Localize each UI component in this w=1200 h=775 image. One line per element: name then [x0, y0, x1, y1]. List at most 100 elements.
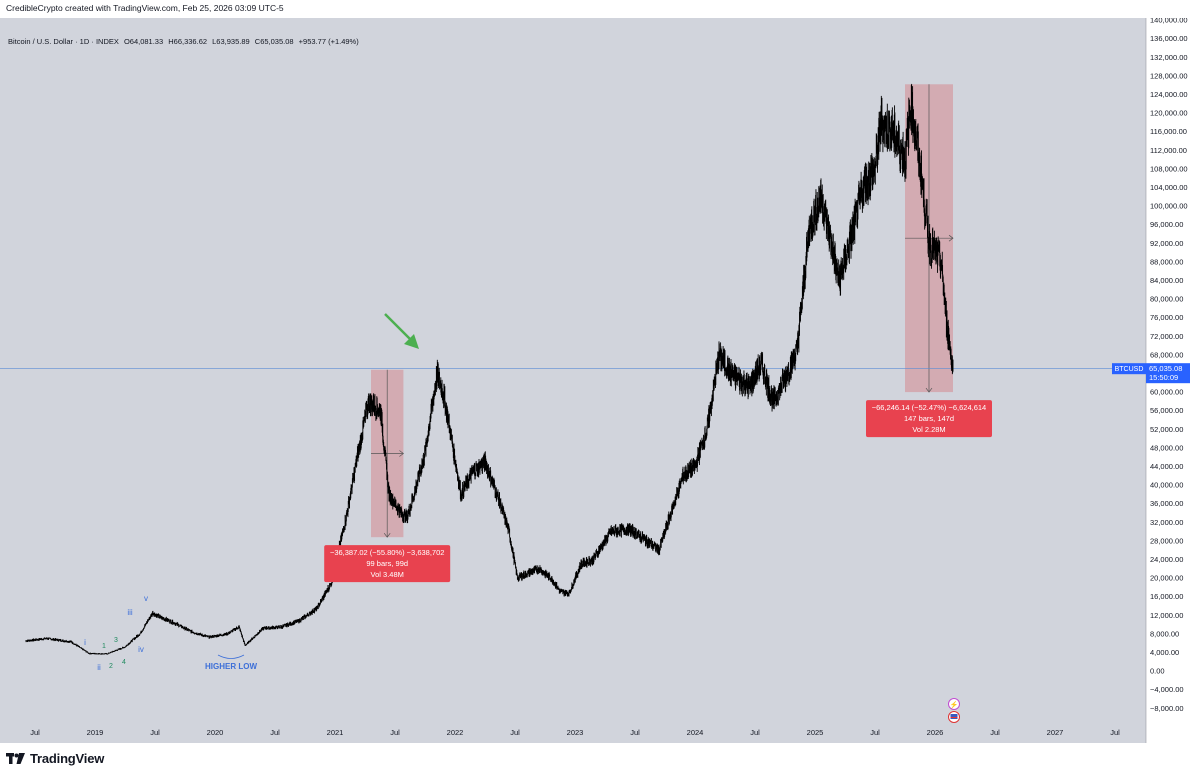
y-tick-label: 128,000.00 — [1150, 71, 1188, 80]
x-tick-label: Jul — [750, 728, 760, 737]
measure-label-line: 147 bars, 147d — [904, 414, 954, 423]
y-tick-label: 0.00 — [1150, 667, 1165, 676]
price-badge-box — [1146, 363, 1190, 384]
measure-label-line: 99 bars, 99d — [366, 559, 408, 568]
measure-right-arrow — [399, 450, 404, 457]
y-tick-label: 16,000.00 — [1150, 592, 1183, 601]
wave-label-blue: iv — [138, 645, 144, 654]
y-tick-label: 84,000.00 — [1150, 276, 1183, 285]
y-tick-label: 28,000.00 — [1150, 536, 1183, 545]
y-tick-label: 136,000.00 — [1150, 34, 1188, 43]
y-tick-label: 92,000.00 — [1150, 239, 1183, 248]
y-tick-label: 36,000.00 — [1150, 499, 1183, 508]
y-tick-label: 88,000.00 — [1150, 257, 1183, 266]
y-tick-label: 116,000.00 — [1150, 127, 1187, 136]
low-value: L63,935.89 — [212, 37, 250, 46]
wave-label-green: 2 — [109, 663, 113, 670]
high-value: H66,336.62 — [168, 37, 208, 46]
higher-low-arc — [217, 654, 245, 659]
measure-down-arrow — [383, 532, 391, 538]
lightning-event-icon[interactable] — [948, 698, 960, 710]
y-tick-label: 108,000.00 — [1150, 164, 1188, 173]
y-tick-label: 104,000.00 — [1150, 183, 1188, 192]
higher-low-label: HIGHER LOW — [205, 662, 257, 671]
symbol-badge-label: BTCUSD — [1115, 366, 1144, 373]
y-tick-label: 8,000.00 — [1150, 629, 1179, 638]
y-tick-label: 124,000.00 — [1150, 90, 1188, 99]
event-icons[interactable]: ⚡ — [948, 698, 960, 723]
y-tick-label: 68,000.00 — [1150, 350, 1183, 359]
measure-labels[interactable]: −36,387.02 (−55.80%) −3,638,702 99 bars, … — [324, 400, 992, 583]
x-tick-label: 2020 — [207, 728, 224, 737]
symbol-badge — [1112, 363, 1146, 375]
x-tick-label: 2024 — [687, 728, 704, 737]
measure-down-arrow — [925, 387, 933, 393]
y-tick-label: 56,000.00 — [1150, 406, 1183, 415]
price-series — [25, 83, 954, 655]
x-tick-label: Jul — [390, 728, 400, 737]
y-tick-label: 24,000.00 — [1150, 555, 1183, 564]
x-tick-label: Jul — [870, 728, 880, 737]
measure-right-arrow — [948, 234, 954, 242]
x-tick-label: 2026 — [927, 728, 944, 737]
x-tick-label: 2022 — [447, 728, 464, 737]
open-value: O64,081.33 — [123, 37, 164, 46]
x-axis-ticks: Jul 2019 Jul 2020 Jul 2021 Jul 2022 Jul 2023 Jul 20… — [30, 728, 1120, 737]
wave-label-blue: iii — [127, 608, 133, 617]
x-tick-label: Jul — [150, 728, 160, 737]
green-arrow-shaft — [384, 313, 414, 343]
ohlc-legend: Bitcoin / U.S. Dollar · 1D · INDEX O64,0… — [8, 37, 362, 46]
wave-label-blue: ii — [97, 663, 101, 672]
y-tick-label: 48,000.00 — [1150, 443, 1183, 452]
measure-label-line: Vol 2.28M — [912, 425, 945, 434]
wave-label-blue: i — [84, 638, 86, 647]
credit-text: CredibleCrypto created with TradingView.… — [6, 3, 284, 13]
y-tick-label: 96,000.00 — [1150, 220, 1183, 229]
symbol-name[interactable]: Bitcoin / U.S. Dollar · 1D · INDEX — [8, 37, 119, 46]
x-tick-label: Jul — [990, 728, 1000, 737]
us-flag-icon — [950, 714, 958, 719]
y-tick-label: 12,000.00 — [1150, 611, 1183, 620]
close-value: C65,035.08 — [254, 37, 294, 46]
y-tick-label: 72,000.00 — [1150, 332, 1183, 341]
green-arrow-head — [404, 334, 419, 349]
x-tick-label: Jul — [510, 728, 520, 737]
price-badge-timer: 15:50:09 — [1149, 373, 1178, 382]
x-tick-label: Jul — [630, 728, 640, 737]
y-tick-label: 140,000.00 — [1150, 18, 1188, 25]
x-tick-label: Jul — [30, 728, 40, 737]
tradingview-logo[interactable]: TradingView — [6, 751, 104, 766]
change-value: +953.77 (+1.49%) — [298, 37, 359, 46]
y-tick-label: 52,000.00 — [1150, 425, 1183, 434]
y-tick-label: 60,000.00 — [1150, 388, 1183, 397]
y-tick-label: −8,000.00 — [1150, 704, 1184, 713]
footer: TradingView — [0, 743, 1200, 775]
wave-label-green: 3 — [114, 637, 118, 644]
wave-label-blue: v — [144, 594, 148, 603]
credit-bar: CredibleCrypto created with TradingView.… — [0, 0, 1200, 18]
x-tick-label: 2021 — [327, 728, 344, 737]
measure-label-box[interactable] — [866, 400, 992, 438]
y-tick-label: 44,000.00 — [1150, 462, 1183, 471]
measure-label-line: −66,246.14 (−52.47%) −6,624,614 — [872, 403, 986, 412]
measure-label-line: −36,387.02 (−55.80%) −3,638,702 — [330, 548, 444, 557]
y-tick-label: 32,000.00 — [1150, 518, 1183, 527]
x-tick-label: Jul — [1110, 728, 1120, 737]
wave-label-green: 4 — [122, 659, 126, 666]
y-tick-label: 76,000.00 — [1150, 313, 1183, 322]
y-tick-label: 112,000.00 — [1150, 146, 1187, 155]
y-tick-label: 20,000.00 — [1150, 574, 1183, 583]
y-tick-label: 4,000.00 — [1150, 648, 1179, 657]
measure-label-box[interactable] — [324, 545, 451, 583]
x-tick-label: Jul — [270, 728, 280, 737]
x-tick-label: 2019 — [87, 728, 104, 737]
green-arrow — [384, 313, 419, 349]
price-chart[interactable]: 140,000.00136,000.00132,000.00128,000.00… — [0, 16, 1200, 743]
y-tick-label: 120,000.00 — [1150, 109, 1188, 118]
chart-area[interactable]: 140,000.00 136,000.00 132,000.00 128,000.00… — [0, 16, 1200, 743]
chart-background — [0, 18, 1146, 743]
brand-name: TradingView — [30, 751, 105, 766]
y-tick-label: 100,000.00 — [1150, 202, 1188, 211]
